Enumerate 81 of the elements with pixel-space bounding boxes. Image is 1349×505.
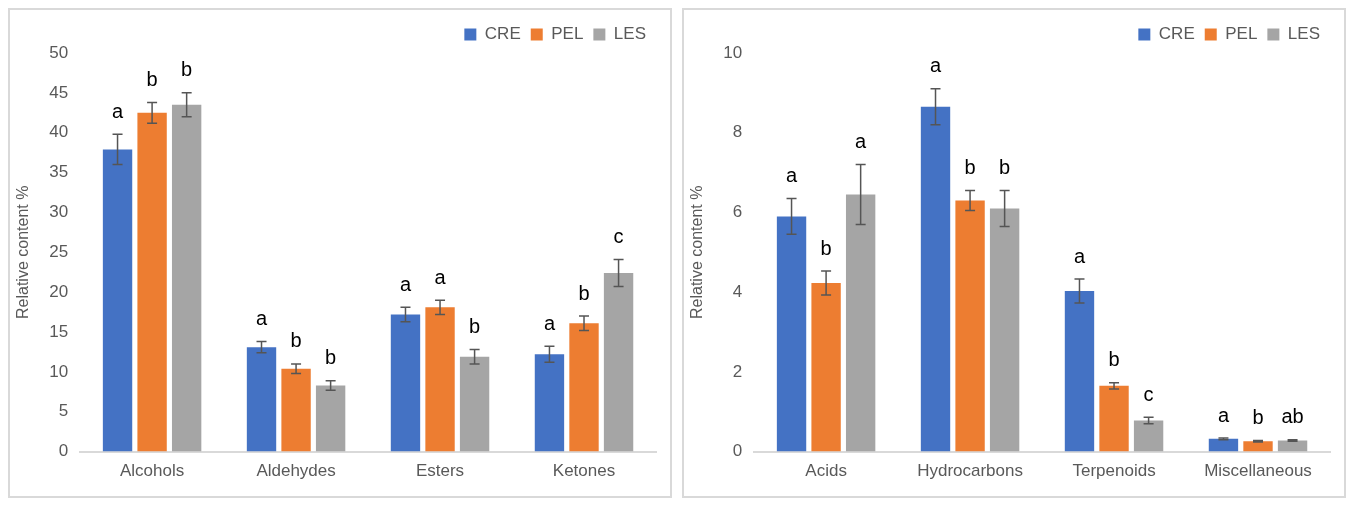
annotation: c — [1143, 382, 1154, 405]
annotation: b — [290, 329, 302, 352]
y-tick-label: 30 — [49, 202, 69, 222]
x-tick-label: Alcohols — [119, 461, 185, 481]
bar — [1277, 440, 1308, 452]
legend-label: PEL — [551, 24, 584, 44]
bar — [425, 307, 455, 452]
annotation: a — [434, 265, 447, 288]
y-tick-label: 10 — [49, 361, 69, 381]
bar — [1099, 385, 1129, 452]
x-tick-label: Miscellaneous — [1204, 461, 1312, 481]
y-tick-label: 50 — [49, 42, 69, 62]
annotation: b — [999, 156, 1011, 179]
annotation: b — [469, 315, 481, 338]
x-tick-label: Hydrocarbons — [917, 461, 1023, 481]
y-tick-label: 5 — [58, 401, 69, 421]
bar — [137, 112, 167, 452]
bar — [246, 347, 277, 452]
y-tick-label: 45 — [49, 82, 69, 102]
annotation: ab — [1281, 405, 1304, 428]
y-tick-label: 20 — [49, 281, 69, 301]
y-tick-label: 0 — [732, 441, 743, 461]
annotation: b — [820, 236, 832, 259]
bar — [845, 194, 876, 452]
annotation: a — [255, 307, 268, 330]
bar — [776, 216, 807, 452]
y-tick-label: 35 — [49, 162, 69, 182]
bar — [1243, 441, 1273, 452]
annotation: b — [578, 281, 590, 304]
annotation: a — [1217, 403, 1230, 426]
bar — [171, 104, 202, 452]
x-tick-label: Esters — [415, 461, 465, 481]
annotation: b — [181, 58, 193, 81]
bar — [603, 273, 634, 452]
y-tick-label: 6 — [732, 202, 743, 222]
annotation: a — [399, 272, 412, 295]
y-tick-label: 4 — [732, 281, 743, 301]
legend-label: LES — [1287, 24, 1321, 44]
bar — [989, 208, 1020, 452]
annotation: b — [325, 346, 337, 369]
bar — [102, 149, 133, 452]
y-axis-title: Relative content % — [14, 185, 32, 319]
bar — [315, 385, 346, 452]
legend-label: PEL — [1225, 24, 1258, 44]
annotation: b — [146, 67, 158, 90]
annotation: b — [964, 156, 976, 179]
bar — [459, 356, 490, 452]
bar — [281, 368, 311, 452]
bar — [390, 314, 421, 452]
bar — [569, 323, 599, 452]
y-tick-label: 10 — [723, 42, 743, 62]
bar — [811, 282, 841, 452]
annotation: a — [855, 130, 868, 153]
legend-label: LES — [613, 24, 647, 44]
annotation: a — [1073, 244, 1086, 267]
bar — [1064, 290, 1095, 452]
y-tick-label: 0 — [58, 441, 69, 461]
y-tick-label: 2 — [732, 361, 743, 381]
x-tick-label: Terpenoids — [1072, 461, 1156, 481]
x-tick-label: Acids — [805, 461, 847, 481]
y-tick-label: 15 — [49, 321, 69, 341]
annotation: a — [543, 311, 556, 334]
annotation: b — [1108, 348, 1120, 371]
bar — [955, 200, 985, 452]
x-tick-label: Ketones — [552, 461, 616, 481]
y-tick-label: 8 — [732, 122, 743, 142]
bar — [920, 106, 951, 452]
annotation: b — [1252, 405, 1264, 428]
annotation: a — [111, 99, 124, 122]
bar — [1208, 438, 1239, 452]
y-tick-label: 25 — [49, 241, 69, 261]
annotation: a — [929, 54, 942, 77]
legend-label: CRE — [484, 24, 521, 44]
x-tick-label: Aldehydes — [256, 461, 336, 481]
y-axis-title: Relative content % — [688, 185, 706, 319]
annotation: c — [613, 224, 624, 247]
annotation: a — [785, 164, 798, 186]
legend-label: CRE — [1158, 24, 1195, 44]
bar — [534, 354, 565, 452]
y-tick-label: 40 — [49, 122, 69, 142]
bar — [1133, 420, 1164, 452]
